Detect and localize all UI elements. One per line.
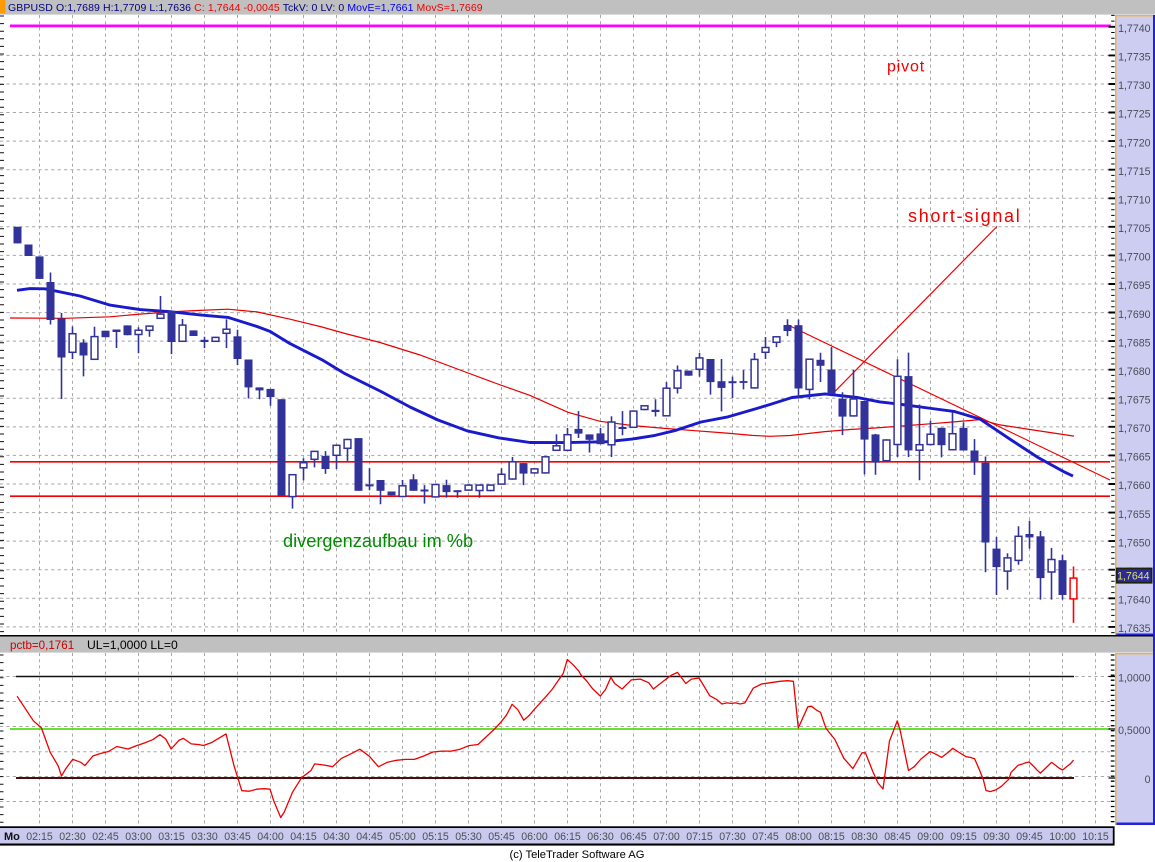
svg-text:04:00: 04:00 — [257, 831, 284, 843]
svg-text:05:15: 05:15 — [422, 831, 449, 843]
svg-text:divergenzaufbau im %b: divergenzaufbau im %b — [283, 531, 473, 551]
svg-text:04:45: 04:45 — [356, 831, 383, 843]
svg-text:06:30: 06:30 — [587, 831, 614, 843]
svg-text:1,7705: 1,7705 — [1118, 223, 1151, 235]
svg-text:1,7655: 1,7655 — [1118, 509, 1151, 521]
svg-text:06:00: 06:00 — [521, 831, 548, 843]
svg-text:1,7725: 1,7725 — [1118, 109, 1151, 121]
svg-text:05:00: 05:00 — [389, 831, 416, 843]
svg-text:1,7650: 1,7650 — [1118, 537, 1151, 549]
svg-text:pivot: pivot — [887, 58, 925, 75]
svg-text:05:45: 05:45 — [488, 831, 515, 843]
svg-text:07:00: 07:00 — [653, 831, 680, 843]
svg-text:08:30: 08:30 — [851, 831, 878, 843]
svg-text:1,7635: 1,7635 — [1118, 623, 1151, 635]
svg-text:pctb=0,1761: pctb=0,1761 — [10, 639, 74, 652]
svg-text:07:15: 07:15 — [686, 831, 713, 843]
svg-text:(c) TeleTrader Software AG: (c) TeleTrader Software AG — [510, 849, 645, 861]
svg-text:04:30: 04:30 — [323, 831, 350, 843]
svg-text:1,7710: 1,7710 — [1118, 194, 1151, 206]
svg-text:09:00: 09:00 — [917, 831, 944, 843]
svg-text:Mo: Mo — [4, 831, 20, 843]
svg-text:0: 0 — [1145, 774, 1151, 786]
svg-text:1,7700: 1,7700 — [1118, 252, 1151, 264]
svg-text:09:45: 09:45 — [1016, 831, 1043, 843]
svg-text:1,7644: 1,7644 — [1117, 571, 1150, 583]
svg-text:10:15: 10:15 — [1082, 831, 1109, 843]
svg-text:1,7680: 1,7680 — [1118, 366, 1151, 378]
svg-text:02:30: 02:30 — [59, 831, 86, 843]
svg-text:short-signal: short-signal — [908, 206, 1021, 226]
svg-text:02:15: 02:15 — [26, 831, 53, 843]
svg-text:1,7720: 1,7720 — [1118, 137, 1151, 149]
svg-text:1,7660: 1,7660 — [1118, 480, 1151, 492]
svg-text:03:30: 03:30 — [191, 831, 218, 843]
svg-text:1,7665: 1,7665 — [1118, 452, 1151, 464]
svg-text:0,5000: 0,5000 — [1118, 725, 1151, 737]
svg-text:08:00: 08:00 — [785, 831, 812, 843]
svg-text:03:45: 03:45 — [224, 831, 251, 843]
svg-text:09:30: 09:30 — [983, 831, 1010, 843]
svg-text:1,7670: 1,7670 — [1118, 423, 1151, 435]
svg-text:1,7685: 1,7685 — [1118, 337, 1151, 349]
svg-text:1,0000: 1,0000 — [1118, 673, 1151, 685]
svg-text:03:15: 03:15 — [158, 831, 185, 843]
svg-text:1,7730: 1,7730 — [1118, 80, 1151, 92]
svg-text:1,7695: 1,7695 — [1118, 280, 1151, 292]
svg-text:09:15: 09:15 — [950, 831, 977, 843]
svg-text:07:30: 07:30 — [719, 831, 746, 843]
svg-text:08:15: 08:15 — [818, 831, 845, 843]
svg-text:UL=1,0000 LL=0: UL=1,0000 LL=0 — [87, 638, 178, 652]
svg-text:03:00: 03:00 — [125, 831, 152, 843]
svg-text:1,7740: 1,7740 — [1118, 23, 1151, 35]
svg-text:GBPUSD O:1,7689 H:1,7709 L:1,7: GBPUSD O:1,7689 H:1,7709 L:1,7636 C: 1,7… — [8, 2, 483, 14]
svg-text:1,7690: 1,7690 — [1118, 309, 1151, 321]
svg-text:07:45: 07:45 — [752, 831, 779, 843]
svg-text:06:15: 06:15 — [554, 831, 581, 843]
svg-text:1,7715: 1,7715 — [1118, 166, 1151, 178]
svg-text:10:00: 10:00 — [1049, 831, 1076, 843]
svg-text:05:30: 05:30 — [455, 831, 482, 843]
svg-text:04:15: 04:15 — [290, 831, 317, 843]
svg-text:1,7735: 1,7735 — [1118, 52, 1151, 64]
svg-text:06:45: 06:45 — [620, 831, 647, 843]
svg-text:1,7675: 1,7675 — [1118, 395, 1151, 407]
svg-text:08:45: 08:45 — [884, 831, 911, 843]
svg-text:02:45: 02:45 — [92, 831, 119, 843]
svg-text:1,7640: 1,7640 — [1118, 595, 1151, 607]
